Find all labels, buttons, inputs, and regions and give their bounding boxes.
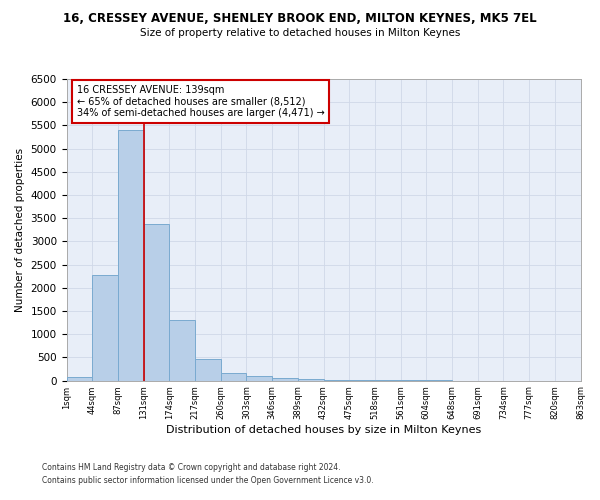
Bar bbox=[272, 378, 298, 380]
Text: Size of property relative to detached houses in Milton Keynes: Size of property relative to detached ho… bbox=[140, 28, 460, 38]
Bar bbox=[67, 377, 92, 380]
Y-axis label: Number of detached properties: Number of detached properties bbox=[15, 148, 25, 312]
Bar bbox=[92, 275, 118, 380]
Text: Contains public sector information licensed under the Open Government Licence v3: Contains public sector information licen… bbox=[42, 476, 374, 485]
Text: 16, CRESSEY AVENUE, SHENLEY BROOK END, MILTON KEYNES, MK5 7EL: 16, CRESSEY AVENUE, SHENLEY BROOK END, M… bbox=[63, 12, 537, 26]
Bar bbox=[118, 130, 143, 380]
Bar bbox=[143, 224, 169, 380]
Bar bbox=[169, 320, 195, 380]
Bar bbox=[298, 379, 323, 380]
Bar bbox=[247, 376, 272, 380]
X-axis label: Distribution of detached houses by size in Milton Keynes: Distribution of detached houses by size … bbox=[166, 425, 481, 435]
Bar bbox=[195, 359, 221, 380]
Text: 16 CRESSEY AVENUE: 139sqm
← 65% of detached houses are smaller (8,512)
34% of se: 16 CRESSEY AVENUE: 139sqm ← 65% of detac… bbox=[77, 85, 325, 118]
Text: Contains HM Land Registry data © Crown copyright and database right 2024.: Contains HM Land Registry data © Crown c… bbox=[42, 464, 341, 472]
Bar bbox=[221, 373, 247, 380]
